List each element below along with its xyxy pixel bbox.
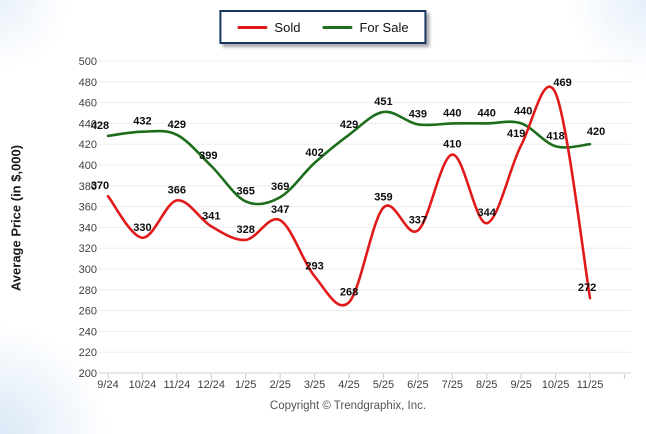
- data-label-sold: 337: [409, 215, 427, 227]
- x-tick-label: 2/25: [269, 379, 290, 391]
- series-line-sold: [106, 85, 592, 307]
- y-tick-label: 320: [79, 243, 97, 255]
- y-tick-label: 360: [79, 202, 97, 214]
- data-label-sold: 359: [374, 192, 392, 204]
- data-label-for-sale: 429: [340, 119, 358, 131]
- x-tick-label: 9/24: [97, 379, 118, 391]
- y-tick-label: 500: [79, 56, 97, 68]
- y-tick-label: 460: [79, 98, 97, 110]
- data-label-sold: 341: [202, 210, 220, 222]
- x-tick-label: 11/25: [577, 379, 604, 391]
- data-label-sold: 347: [271, 204, 289, 216]
- data-label-sold: 268: [340, 286, 358, 298]
- data-label-for-sale: 399: [199, 150, 217, 162]
- data-label-sold: 410: [443, 139, 461, 151]
- x-tick-label: 10/25: [542, 379, 570, 391]
- data-label-for-sale: 439: [409, 108, 427, 120]
- y-tick-label: 220: [79, 347, 97, 359]
- data-label-sold: 366: [168, 184, 186, 196]
- y-tick-label: 200: [79, 368, 97, 380]
- x-tick-label: 12/24: [198, 379, 226, 391]
- y-tick-label: 340: [79, 222, 97, 234]
- y-tick-label: 280: [79, 285, 97, 297]
- y-axis-title: Average Price (in $,000): [8, 144, 24, 292]
- x-tick-label: 10/24: [129, 379, 157, 391]
- data-label-for-sale: 428: [91, 120, 109, 132]
- data-label-sold: 419: [507, 128, 525, 140]
- data-label-sold: 469: [553, 77, 571, 89]
- x-tick-label: 1/25: [235, 379, 256, 391]
- data-label-for-sale: 440: [514, 105, 532, 117]
- series-line-for-sale: [106, 110, 592, 206]
- legend-label: Sold: [274, 19, 301, 35]
- y-tick-label: 400: [79, 160, 97, 172]
- y-tick-label: 300: [79, 264, 97, 276]
- data-label-sold: 293: [305, 260, 323, 272]
- legend-item-for-sale: For Sale: [322, 19, 409, 35]
- legend-swatch-icon: [322, 25, 353, 29]
- x-tick-label: 5/25: [373, 379, 394, 391]
- data-label-for-sale: 451: [374, 96, 392, 108]
- data-label-for-sale: 369: [271, 181, 289, 193]
- data-label-for-sale: 432: [133, 116, 151, 128]
- data-label-sold: 330: [133, 222, 151, 234]
- data-label-for-sale: 440: [443, 107, 461, 119]
- data-label-for-sale: 440: [478, 107, 496, 119]
- y-tick-label: 380: [79, 181, 97, 193]
- data-label-sold: 272: [578, 282, 596, 294]
- y-tick-label: 480: [79, 77, 97, 89]
- legend-swatch-icon: [237, 25, 268, 29]
- data-label-for-sale: 418: [546, 130, 564, 142]
- x-tick-label: 9/25: [510, 379, 531, 391]
- y-tick-label: 240: [79, 326, 97, 338]
- x-tick-label: 8/25: [476, 379, 497, 391]
- data-label-sold: 370: [91, 180, 109, 192]
- data-label-sold: 344: [478, 207, 497, 219]
- x-tick-label: 4/25: [338, 379, 359, 391]
- x-tick-label: 3/25: [304, 379, 325, 391]
- y-tick-label: 260: [79, 306, 97, 318]
- x-tick-label: 6/25: [407, 379, 428, 391]
- data-label-for-sale: 365: [237, 185, 255, 197]
- data-label-for-sale: 420: [587, 126, 605, 138]
- data-label-for-sale: 402: [305, 147, 323, 159]
- legend-item-sold: Sold: [237, 20, 300, 35]
- x-tick-label: 11/24: [164, 379, 191, 391]
- y-tick-label: 440: [79, 118, 97, 130]
- x-tick-label: 7/25: [442, 379, 463, 391]
- copyright-text: Copyright © Trendgraphix, Inc.: [269, 400, 427, 412]
- y-tick-label: 420: [79, 139, 97, 151]
- chart-legend: Sold For Sale: [219, 10, 427, 44]
- legend-label: For Sale: [359, 19, 409, 35]
- data-label-for-sale: 429: [168, 119, 186, 131]
- data-label-sold: 328: [237, 224, 255, 236]
